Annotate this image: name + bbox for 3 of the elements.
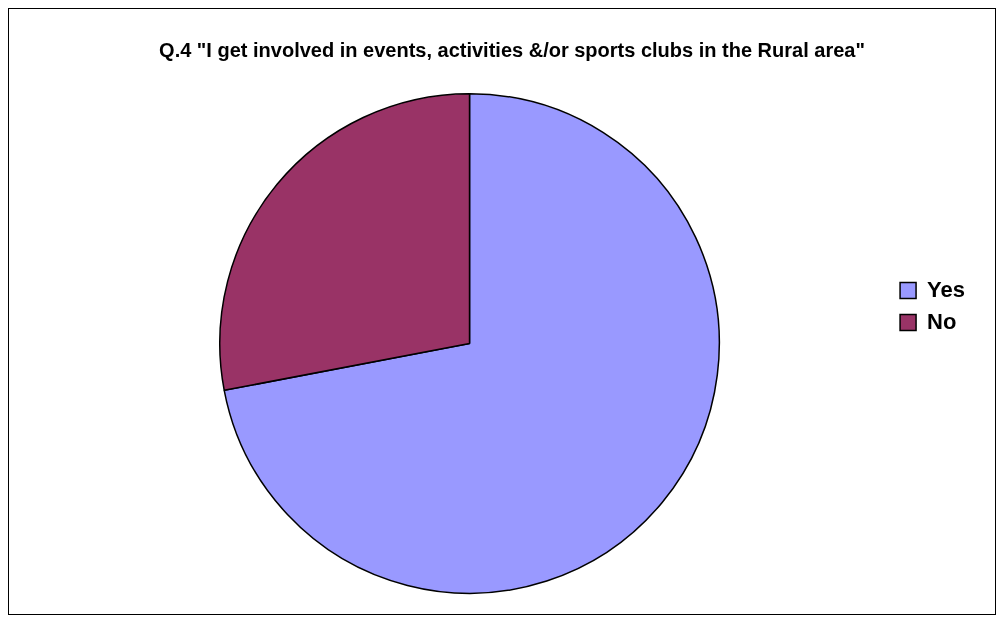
chart-title: Q.4 "I get involved in events, activities &/or sports clubs in the Rural area" — [159, 38, 865, 61]
legend-label: No — [927, 308, 957, 334]
legend-label: Yes — [927, 276, 966, 302]
